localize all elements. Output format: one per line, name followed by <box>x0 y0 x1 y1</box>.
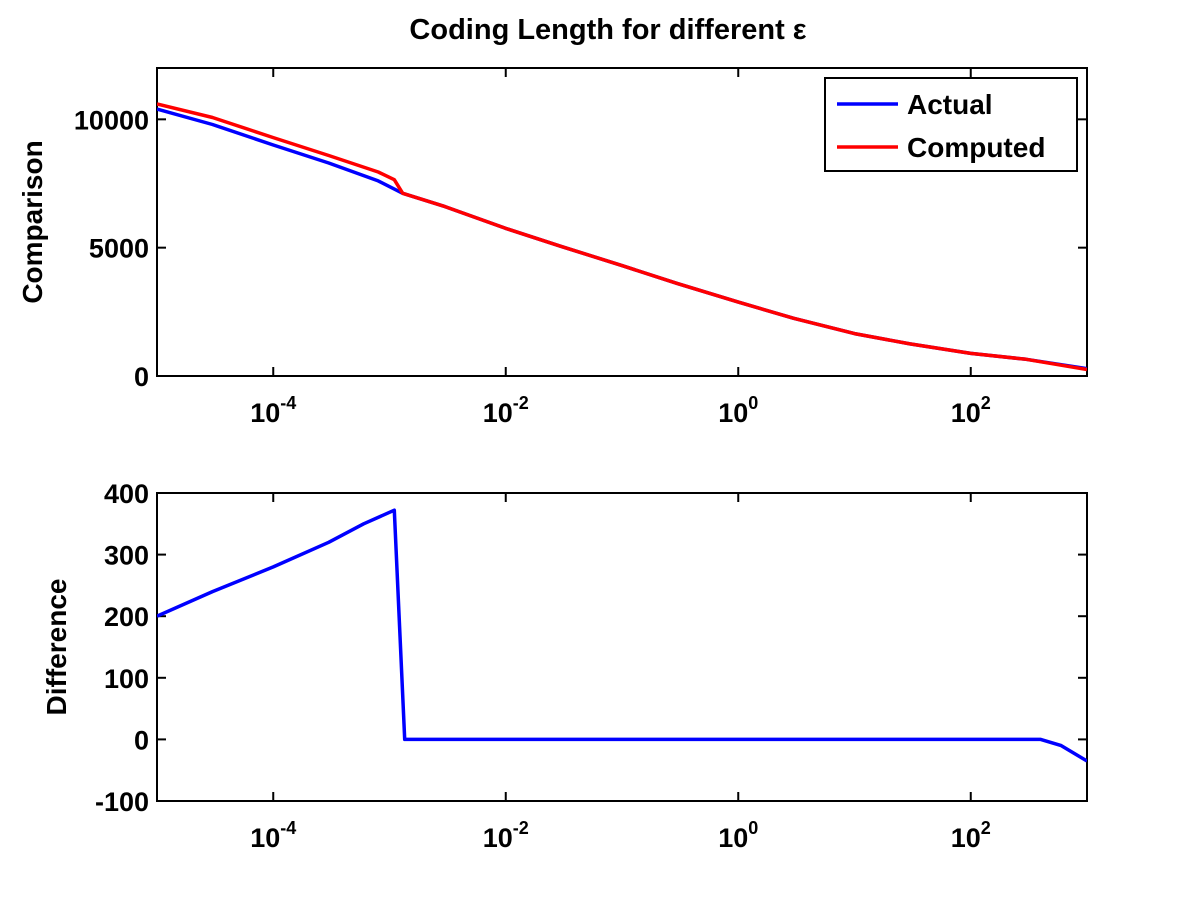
comparison-chart: 10-4 10-2 100 102 0 5000 10000 Comparison Actual… <box>17 67 1088 428</box>
series-group <box>157 102 1087 372</box>
x-tick-label: 10-2 <box>483 393 529 428</box>
y-axis: 0 5000 10000 <box>74 105 1087 392</box>
y-axis-label: Difference <box>41 579 72 716</box>
y-tick-label: 300 <box>104 541 149 571</box>
y-tick-label: -100 <box>95 787 149 817</box>
difference-chart: 10-4 10-2 100 102 -100 0 100 200 300 400 Differenc… <box>41 479 1088 853</box>
legend: Actual Computed <box>824 77 1078 172</box>
figure-title: Coding Length for different ε <box>409 14 806 46</box>
y-axis: -100 0 100 200 300 400 <box>95 479 1087 817</box>
x-tick-label: 100 <box>718 393 758 428</box>
x-axis: 10-4 10-2 100 102 <box>250 68 991 428</box>
legend-label: Actual <box>907 89 993 120</box>
y-tick-label: 5000 <box>89 234 149 264</box>
x-tick-label: 10-4 <box>250 818 296 853</box>
x-tick-label: 102 <box>951 818 991 853</box>
series-line-0 <box>157 508 1087 763</box>
x-tick-label: 10-4 <box>250 393 296 428</box>
legend-box <box>824 77 1078 172</box>
y-tick-label: 200 <box>104 602 149 632</box>
y-tick-label: 400 <box>104 479 149 509</box>
x-tick-label: 10-2 <box>483 818 529 853</box>
legend-label: Computed <box>907 132 1045 163</box>
plot-area <box>156 492 1088 802</box>
y-tick-label: 100 <box>104 664 149 694</box>
y-tick-label: 10000 <box>74 105 149 135</box>
x-tick-label: 102 <box>951 393 991 428</box>
x-tick-label: 100 <box>718 818 758 853</box>
series-group <box>157 508 1087 763</box>
series-line-computed <box>157 102 1087 372</box>
x-axis: 10-4 10-2 100 102 <box>250 493 991 853</box>
y-tick-label: 0 <box>134 362 149 392</box>
y-tick-label: 0 <box>134 725 149 755</box>
y-axis-label: Comparison <box>17 140 48 303</box>
